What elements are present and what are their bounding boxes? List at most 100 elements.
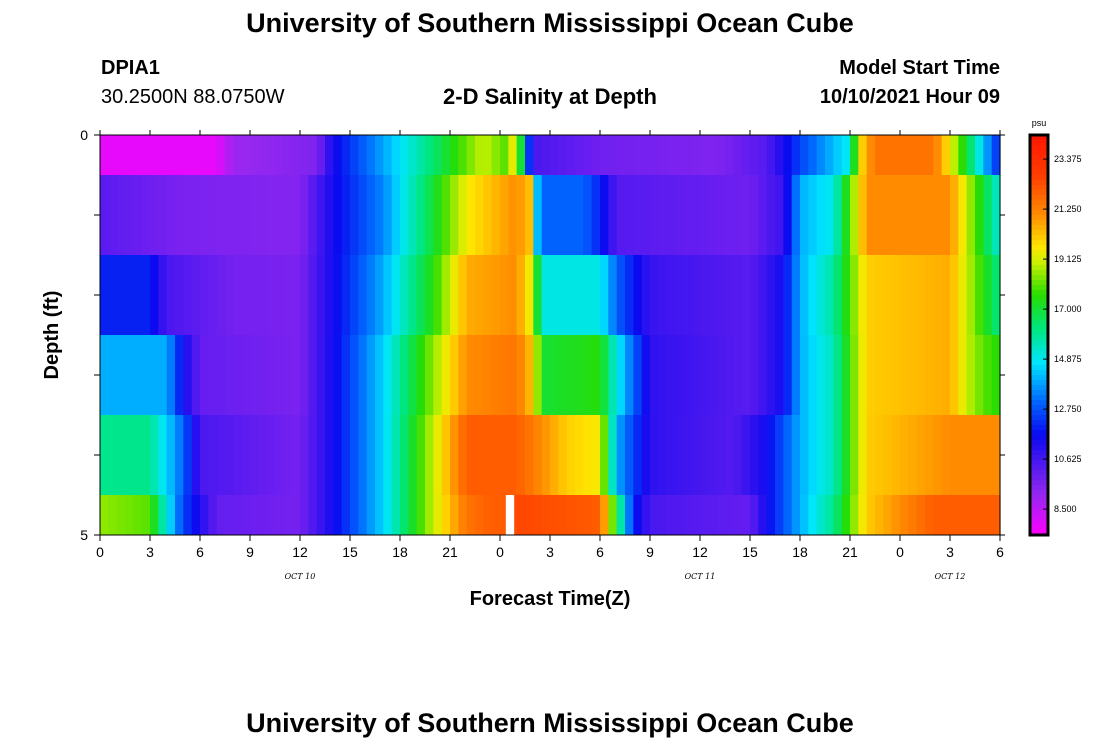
heatmap-cell — [650, 255, 659, 335]
heatmap-cell — [383, 135, 393, 175]
heatmap-cell — [700, 335, 709, 415]
colorbar-cell — [1030, 300, 1048, 306]
heatmap-cell — [300, 255, 309, 335]
heatmap-cell — [383, 255, 393, 335]
heatmap-cell — [316, 135, 326, 175]
heatmap-cell — [925, 135, 934, 175]
heatmap-cell — [441, 495, 451, 535]
heatmap-cell — [200, 495, 209, 535]
heatmap-cell — [475, 415, 484, 495]
x-tick-label: 18 — [792, 544, 808, 560]
heatmap-cell — [450, 335, 459, 415]
heatmap-cell — [816, 495, 826, 535]
heatmap-cell — [166, 255, 176, 335]
heatmap-cell — [933, 175, 943, 255]
x-axis-title: Forecast Time(Z) — [470, 588, 631, 610]
heatmap-cell — [791, 335, 801, 415]
heatmap-cell — [916, 175, 926, 255]
x-tick-label: 0 — [496, 544, 504, 560]
heatmap-cell — [266, 255, 276, 335]
heatmap-cell — [858, 495, 868, 535]
colorbar-cell — [1030, 410, 1048, 416]
colorbar-cell — [1030, 420, 1048, 426]
colorbar-cell — [1030, 275, 1048, 281]
heatmap-cell — [741, 335, 751, 415]
heatmap-cell — [983, 335, 993, 415]
heatmap-cell — [808, 495, 818, 535]
heatmap-cell — [341, 495, 351, 535]
heatmap-cell — [600, 495, 609, 535]
heatmap-cell — [266, 175, 276, 255]
heatmap-cell — [983, 255, 993, 335]
heatmap-cell — [708, 135, 718, 175]
heatmap-cell — [316, 175, 326, 255]
heatmap-cell — [975, 415, 984, 495]
heatmap-cell — [566, 175, 576, 255]
heatmap-cell — [683, 135, 693, 175]
heatmap-cell — [291, 175, 301, 255]
heatmap-cell — [175, 175, 184, 255]
heatmap-cell — [791, 415, 801, 495]
heatmap-cell — [216, 415, 226, 495]
heatmap-cell — [241, 415, 251, 495]
heatmap-cell — [341, 255, 351, 335]
heatmap-cell — [791, 135, 801, 175]
heatmap-cell — [891, 175, 901, 255]
heatmap-cell — [608, 135, 618, 175]
heatmap-cell — [608, 335, 618, 415]
heatmap-cell — [975, 255, 984, 335]
heatmap-cell — [191, 495, 201, 535]
heatmap-cell — [558, 175, 568, 255]
heatmap-cell — [408, 255, 418, 335]
heatmap-cell — [783, 255, 793, 335]
heatmap-cell — [625, 255, 634, 335]
heatmap-cell — [525, 335, 534, 415]
colorbar-cell — [1030, 355, 1048, 361]
heatmap-cell — [291, 135, 301, 175]
heatmap-cell — [525, 135, 534, 175]
heatmap-cell — [366, 175, 376, 255]
heatmap-cell — [408, 335, 418, 415]
heatmap-cell — [241, 495, 251, 535]
heatmap-cell — [116, 415, 126, 495]
heatmap-cell — [916, 255, 926, 335]
heatmap-cell — [275, 495, 284, 535]
station-coordinates: 30.2500N 88.0750W — [101, 86, 285, 108]
heatmap-cell — [300, 335, 309, 415]
heatmap-cell — [300, 175, 309, 255]
heatmap-cell — [458, 335, 468, 415]
heatmap-cell — [308, 495, 318, 535]
heatmap-cell — [516, 495, 526, 535]
heatmap-cell — [691, 175, 701, 255]
heatmap-cell — [625, 335, 634, 415]
heatmap-cell — [458, 415, 468, 495]
heatmap-cell — [125, 175, 134, 255]
heatmap-cell — [425, 255, 434, 335]
heatmap-cell — [150, 175, 159, 255]
x-tick-label: 21 — [842, 544, 858, 560]
heatmap-cell — [916, 335, 926, 415]
heatmap-cell — [416, 415, 426, 495]
heatmap-cell — [966, 495, 976, 535]
heatmap-cell — [675, 135, 684, 175]
heatmap-cell — [358, 415, 368, 495]
heatmap-cell — [191, 135, 201, 175]
heatmap-cell — [233, 175, 243, 255]
colorbar-cell — [1030, 510, 1048, 516]
heatmap-cell — [475, 255, 484, 335]
heatmap-cell — [200, 335, 209, 415]
heatmap-cell — [958, 415, 968, 495]
heatmap-cell — [500, 175, 509, 255]
heatmap-cell — [391, 335, 401, 415]
colorbar-cell — [1030, 215, 1048, 221]
heatmap-cell — [541, 135, 551, 175]
heatmap-cell — [733, 175, 743, 255]
heatmap-cell — [791, 175, 801, 255]
heatmap-cell — [316, 255, 326, 335]
heatmap-cell — [366, 495, 376, 535]
heatmap-cell — [683, 175, 693, 255]
heatmap-cell — [783, 135, 793, 175]
heatmap-cell — [516, 135, 526, 175]
heatmap-cell — [600, 135, 609, 175]
heatmap-cell — [308, 255, 318, 335]
